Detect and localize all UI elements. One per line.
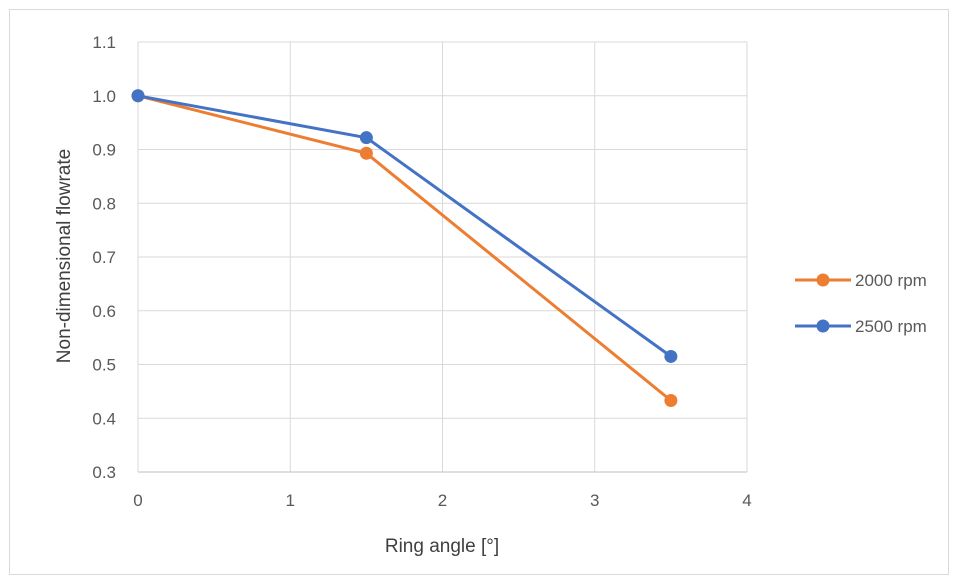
data-point [131,89,145,103]
tick-labels: 0.3 0.4 0.5 0.6 0.7 0.8 0.9 1.0 1.1 0 1 2 3 4 [92,33,751,510]
legend-label: 2500 rpm [855,317,927,336]
data-point [359,146,373,160]
legend-marker [816,273,830,287]
y-tick-label: 0.4 [92,409,116,428]
y-tick-label: 0.6 [92,302,116,321]
y-tick-label: 0.8 [92,194,116,213]
legend-entry: 2000 rpm [795,271,927,290]
y-tick-label: 0.5 [92,356,116,375]
legend-marker [816,319,830,333]
y-tick-label: 0.9 [92,141,116,160]
x-axis-title: Ring angle [°] [385,536,499,557]
data-point [664,349,678,363]
y-tick-label: 1.1 [92,33,116,52]
axes [137,42,747,473]
legend-label: 2000 rpm [855,271,927,290]
x-tick-label: 0 [133,491,142,510]
legend-entry: 2500 rpm [795,317,927,336]
y-tick-label: 1.0 [92,87,116,106]
series-0 [131,89,678,408]
series [131,89,678,408]
series-line [137,94,672,402]
series-line [137,94,672,358]
y-tick-label: 0.7 [92,248,116,267]
data-point [664,394,678,408]
y-axis-title: Non-dimensional flowrate [54,149,75,363]
gridlines [137,41,748,473]
x-tick-label: 3 [590,491,599,510]
data-point [359,131,373,145]
legend: 2000 rpm 2500 rpm [795,271,927,336]
y-tick-label: 0.3 [92,463,116,482]
x-tick-label: 2 [438,491,447,510]
x-tick-label: 4 [742,491,751,510]
x-tick-label: 1 [286,491,295,510]
series-1 [131,89,678,363]
